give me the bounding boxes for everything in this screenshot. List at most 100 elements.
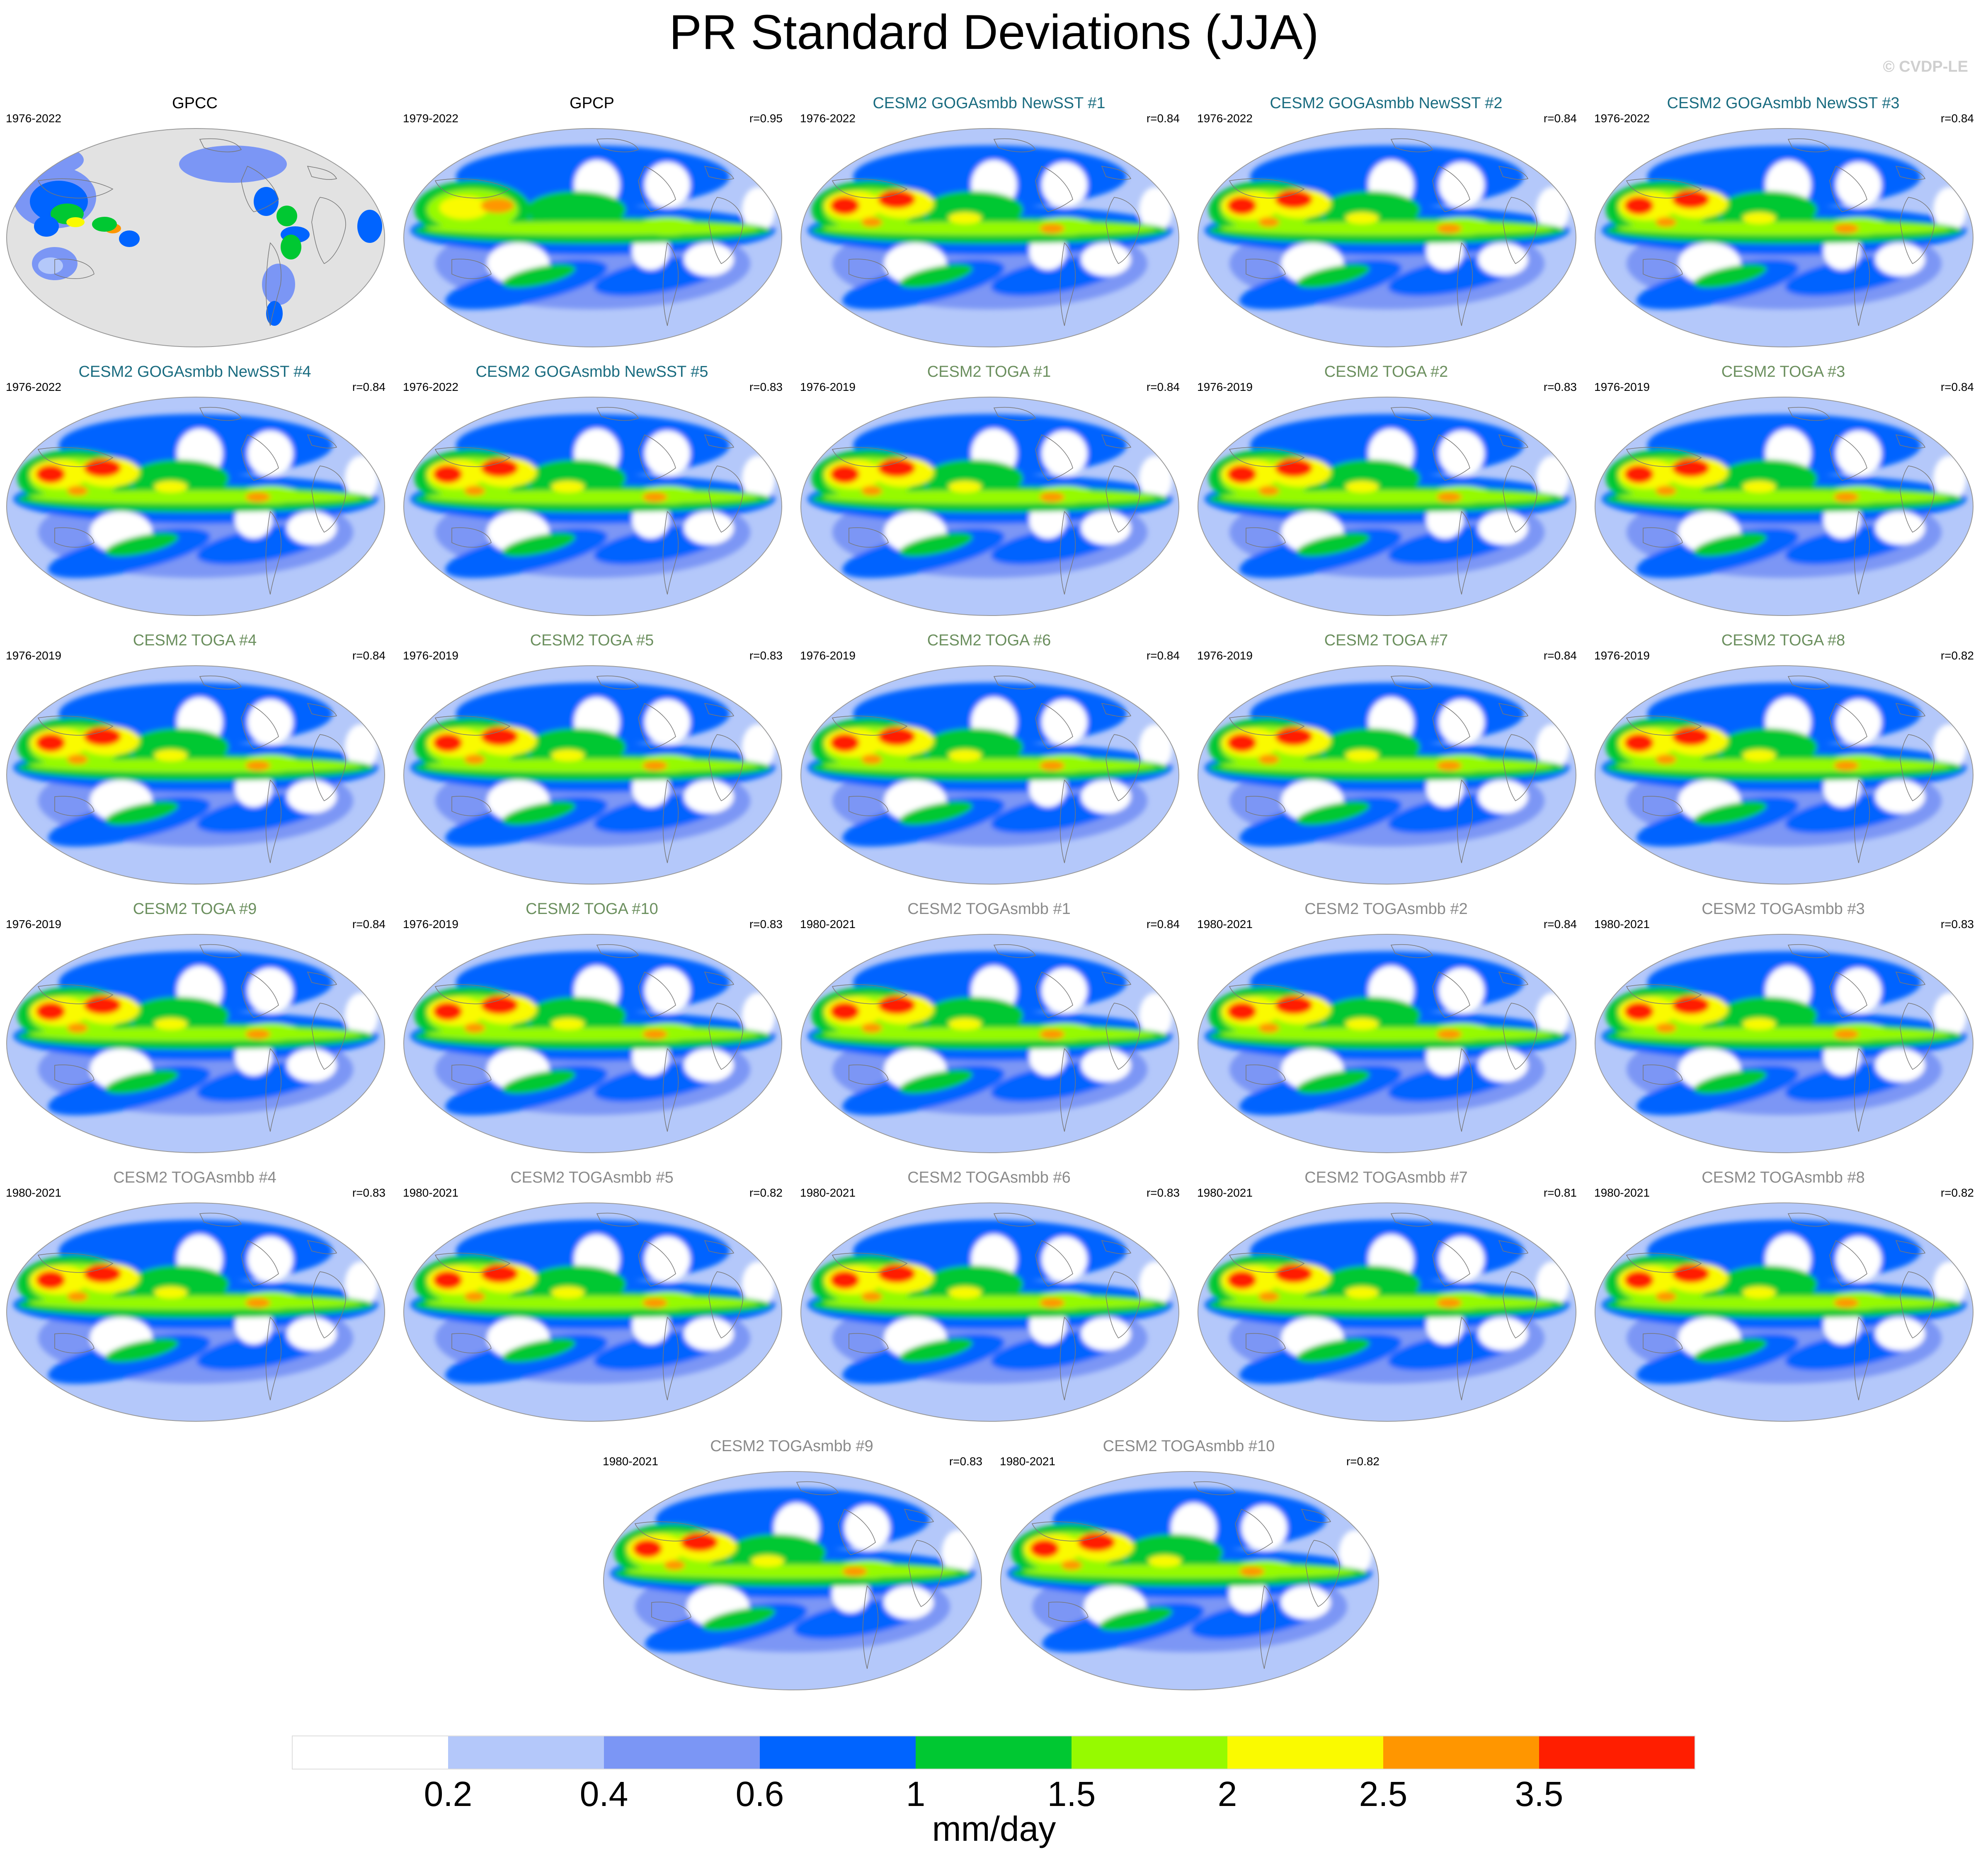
panel-correlation: r=0.81 [1543,1186,1577,1199]
panel-correlation: r=0.82 [1346,1455,1379,1468]
map-blob [287,1049,337,1082]
colorbar-frame [292,1736,1695,1769]
map-field [404,1203,782,1421]
panel-years: 1976-2019 [403,649,458,662]
coastlines [37,675,346,863]
map-blob [464,1023,485,1033]
map-blob [1040,223,1064,233]
coastline-path [1432,434,1470,481]
map-border [603,1471,982,1690]
coastline-path [849,1333,889,1353]
coastline-path [54,1064,95,1085]
map-border [1595,934,1973,1153]
coastline-path [638,434,676,481]
map-blob [1139,993,1172,1038]
map-panel: CESM2 TOGA #2 1976-2019 r=0.83 [1191,363,1581,620]
map-blob [1123,1534,1223,1571]
map-blob [36,734,65,752]
map-blob [266,301,283,326]
panel-title: CESM2 TOGA #2 [1324,363,1448,381]
map-blob [645,162,690,208]
map-blob [1834,1029,1859,1039]
map-blob [635,1658,950,1690]
map-blob [439,196,489,219]
coastline-path [708,1003,743,1070]
coastline-path [704,166,735,180]
coastline-path [832,178,908,199]
map-border [1000,1471,1379,1690]
panel-title: CESM2 TOGAsmbb #4 [113,1169,276,1186]
map-border [800,934,1179,1153]
coastline-path [311,197,346,264]
panel-title: CESM2 TOGAsmbb #10 [1103,1437,1275,1455]
map-blob [1296,264,1370,288]
map-blob [1321,997,1420,1034]
map-canvas [1595,397,1973,616]
map-blob [154,749,187,761]
map-canvas [6,397,385,616]
map-border [403,397,782,616]
coastline-path [993,675,1036,690]
map-blob [1042,162,1087,208]
map-blob [1693,801,1767,825]
coastline-path [662,779,679,863]
panel-years: 1976-2019 [1594,381,1650,393]
panel-years: 1980-2021 [1000,1455,1055,1468]
map-border [1198,934,1576,1153]
map-border [1198,665,1576,885]
coastline-path [832,715,908,736]
map-blob [1536,1261,1569,1307]
coastline-path [1787,138,1830,153]
map-blob [345,1261,378,1307]
coastline-path [265,242,282,326]
colorbar-segment [604,1736,760,1769]
map-blob [345,456,378,501]
panel-title: CESM2 TOGAsmbb #2 [1304,900,1468,918]
map-blob [357,210,382,243]
coastline-path [1895,703,1926,717]
map-blob [1258,1292,1279,1302]
panel-correlation: r=0.84 [1146,381,1180,393]
map-blob [1321,1265,1420,1303]
coastline-path [1059,242,1076,326]
coastline-path [199,675,242,690]
coastlines [434,1212,743,1401]
coastline-path [1432,166,1470,212]
map-blob [435,853,750,884]
map-panel: CESM2 GOGAsmbb NewSST #2 1976-2022 r=0.84 [1191,95,1581,351]
coastline-path [1900,1003,1935,1070]
map-blob [1743,481,1776,492]
panel-title: CESM2 TOGA #5 [530,632,654,649]
coastline-path [1229,178,1305,199]
coastline-path [1390,675,1433,690]
map-blob [1875,1049,1925,1082]
coastline-path [704,434,735,448]
panel-title: CESM2 TOGA #7 [1324,632,1448,649]
map-blob [899,1338,973,1362]
map-blob [633,1539,662,1558]
map-blob [861,1292,882,1302]
map-panel: CESM2 TOGA #5 1976-2019 r=0.83 [397,632,787,889]
map-blob [645,699,690,745]
coastline-path [434,178,511,199]
coastline-path [451,527,492,548]
coastline-path [434,1253,511,1273]
map-blob [1081,511,1131,545]
coastline-path [434,984,511,1004]
map-field [404,128,782,347]
map-field [7,128,385,347]
coastline-path [199,1212,242,1227]
colorbar-tick-label: 0.4 [579,1774,628,1813]
panel-years: 1976-2019 [6,918,61,931]
map-blob [726,1534,826,1571]
map-border [1198,397,1576,616]
map-blob [551,1018,584,1030]
coastline-path [37,447,114,467]
map-blob [1875,243,1925,276]
map-border [800,1202,1179,1422]
map-blob [502,533,576,557]
map-blob [1040,1298,1064,1308]
map-blob [1656,754,1676,764]
map-blob [1437,492,1462,502]
panel-years: 1980-2021 [1594,918,1650,931]
